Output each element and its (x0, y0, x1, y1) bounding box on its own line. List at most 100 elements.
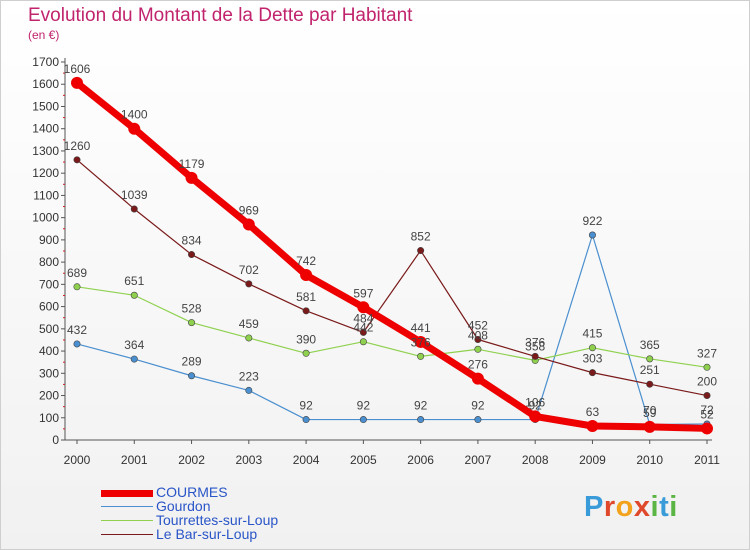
data-point (130, 291, 138, 299)
data-point (359, 328, 367, 336)
y-tick-label: 1300 (32, 144, 59, 158)
data-label: 365 (640, 338, 660, 352)
logo-letter: P (584, 491, 604, 523)
logo-letter: t (659, 491, 670, 523)
data-point (471, 372, 484, 385)
data-point (302, 416, 310, 424)
data-label: 289 (182, 355, 202, 369)
data-label: 742 (296, 254, 316, 268)
data-point (646, 380, 654, 388)
legend-swatch-courmes (101, 490, 153, 497)
y-tick-label: 700 (39, 277, 59, 291)
data-label: 364 (124, 338, 144, 352)
legend-swatch-tourrettes (101, 520, 153, 521)
data-label: 1039 (121, 188, 148, 202)
y-tick-label: 1100 (33, 188, 59, 202)
data-point (529, 410, 542, 423)
data-point (643, 420, 656, 433)
data-point (417, 247, 425, 255)
data-point (474, 416, 482, 424)
data-point (300, 269, 313, 282)
data-label: 834 (182, 234, 202, 248)
data-label: 1606 (64, 62, 91, 76)
data-label: 63 (586, 405, 600, 419)
y-tick-label: 400 (39, 344, 59, 358)
data-label: 1260 (64, 139, 91, 153)
data-label: 651 (124, 274, 144, 288)
data-point (73, 156, 81, 164)
legend-swatch-gourdon (101, 506, 153, 507)
data-label: 223 (239, 369, 259, 383)
legend-swatch-bar-sur-loup (101, 534, 153, 535)
data-point (245, 334, 253, 342)
y-tick-label: 200 (39, 389, 59, 403)
y-tick-label: 800 (39, 255, 59, 269)
data-point (245, 386, 253, 394)
data-label: 92 (299, 399, 313, 413)
data-label: 415 (582, 327, 602, 341)
data-label: 106 (525, 395, 545, 409)
data-point (703, 363, 711, 371)
data-label: 92 (529, 399, 543, 413)
data-label: 484 (353, 311, 373, 325)
data-point (71, 76, 83, 89)
data-label: 200 (697, 375, 717, 389)
y-tick-label: 1200 (32, 166, 59, 180)
data-point (646, 355, 654, 363)
data-label: 92 (471, 399, 485, 413)
data-point (357, 301, 370, 314)
data-point (185, 171, 198, 184)
data-label: 92 (414, 399, 428, 413)
data-point (531, 352, 539, 360)
data-label: 358 (525, 339, 545, 353)
x-tick-label: 2005 (350, 453, 377, 467)
x-tick-label: 2011 (694, 453, 720, 467)
data-label: 72 (700, 403, 714, 417)
data-point (128, 122, 141, 135)
logo-letter: i (669, 491, 678, 523)
data-point (242, 218, 255, 231)
chart-title: Evolution du Montant de la Dette par Hab… (28, 5, 413, 26)
legend-label: Gourdon (156, 498, 211, 514)
data-label: 597 (353, 286, 373, 300)
data-point (417, 352, 425, 360)
data-point (359, 416, 367, 424)
data-point (586, 419, 599, 432)
data-label: 52 (700, 407, 714, 421)
data-point (188, 251, 196, 259)
data-label: 92 (357, 399, 371, 413)
data-point (130, 355, 138, 363)
data-label: 376 (411, 335, 431, 349)
data-point (701, 422, 713, 435)
data-label: 59 (643, 406, 657, 420)
logo-letter: r (603, 491, 616, 523)
proxiti-logo: Proxiti (584, 491, 678, 524)
series-line-gourdon (76, 234, 708, 426)
data-point (474, 335, 482, 343)
data-point (245, 280, 253, 288)
series-line-le-bar-sur-loup (76, 159, 708, 397)
x-tick-label: 2010 (636, 453, 663, 467)
data-label: 528 (182, 302, 202, 316)
data-point (188, 372, 196, 380)
y-tick-label: 0 (52, 433, 59, 447)
data-label: 702 (239, 263, 259, 277)
data-label: 432 (67, 323, 87, 337)
legend-label: Tourrettes-sur-Loup (156, 512, 279, 528)
data-point (588, 344, 596, 352)
data-point (588, 231, 596, 239)
y-tick-label: 600 (39, 300, 59, 314)
logo-letter: o (615, 491, 634, 523)
y-tick-label: 1500 (32, 99, 59, 113)
x-tick-label: 2008 (522, 453, 549, 467)
x-tick-label: 2006 (407, 453, 434, 467)
data-label: 376 (525, 335, 545, 349)
data-label: 390 (296, 332, 316, 346)
data-point (474, 345, 482, 353)
data-point (359, 338, 367, 346)
data-point (188, 319, 196, 327)
legend-label: Le Bar-sur-Loup (156, 526, 258, 542)
y-tick-label: 300 (39, 366, 59, 380)
data-label: 70 (643, 403, 657, 417)
